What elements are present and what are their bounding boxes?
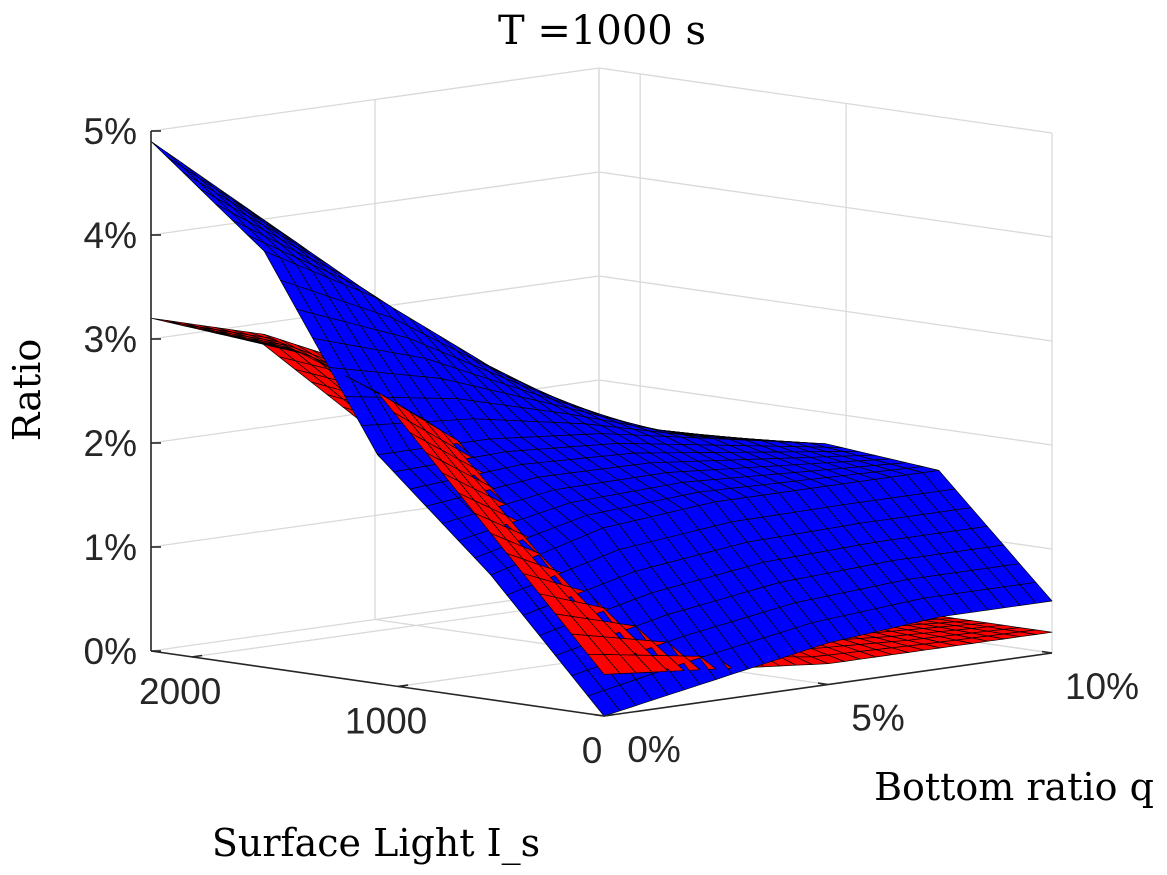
surface-1-patch [150, 141, 184, 168]
y-axis-label: Bottom ratio q [874, 765, 1154, 809]
tick-layer: 0% 1% 2% 3% 4% 5% 2000 1000 0 0% 5% 10% [84, 111, 1140, 771]
x-axis-label: Surface Light I_s [212, 821, 540, 866]
surface-1-patch [166, 156, 200, 183]
z-tick-label: 3% [84, 319, 137, 360]
y-tick-label: 10% [1065, 666, 1139, 707]
z-tick-label: 2% [84, 423, 137, 464]
x-tick-label: 1000 [345, 700, 427, 741]
gridline-z-back [598, 379, 1053, 446]
surface-1-patch [166, 152, 200, 179]
gridline-z-back [598, 67, 1053, 134]
z-tick-label: 4% [84, 215, 137, 256]
axis-layer [150, 130, 1053, 717]
z-tick-label: 1% [84, 527, 137, 568]
x-tick-mark [192, 654, 203, 658]
x-axis-line [150, 650, 605, 717]
z-axis-label: Ratio [5, 339, 49, 441]
y-tick-mark [593, 713, 605, 717]
z-tick-label: 5% [84, 111, 137, 152]
surface-1-patch [587, 690, 621, 717]
z-tick-label: 0% [84, 631, 137, 672]
gridline-z-back [598, 171, 1053, 238]
x-tick-mark [397, 684, 409, 688]
gridline-z-back [598, 275, 1053, 342]
surface-0-patch [587, 653, 621, 675]
x-tick-label: 0 [582, 730, 603, 771]
surface-layer [150, 141, 1053, 717]
y-tick-mark [817, 682, 829, 686]
x-tick-label: 2000 [139, 671, 221, 712]
y-tick-label: 5% [851, 698, 904, 739]
chart-title: T =1000 s [498, 8, 706, 54]
y-tick-mark [1041, 650, 1053, 654]
y-tick-label: 0% [627, 729, 680, 770]
x-tick-mark [603, 713, 615, 717]
